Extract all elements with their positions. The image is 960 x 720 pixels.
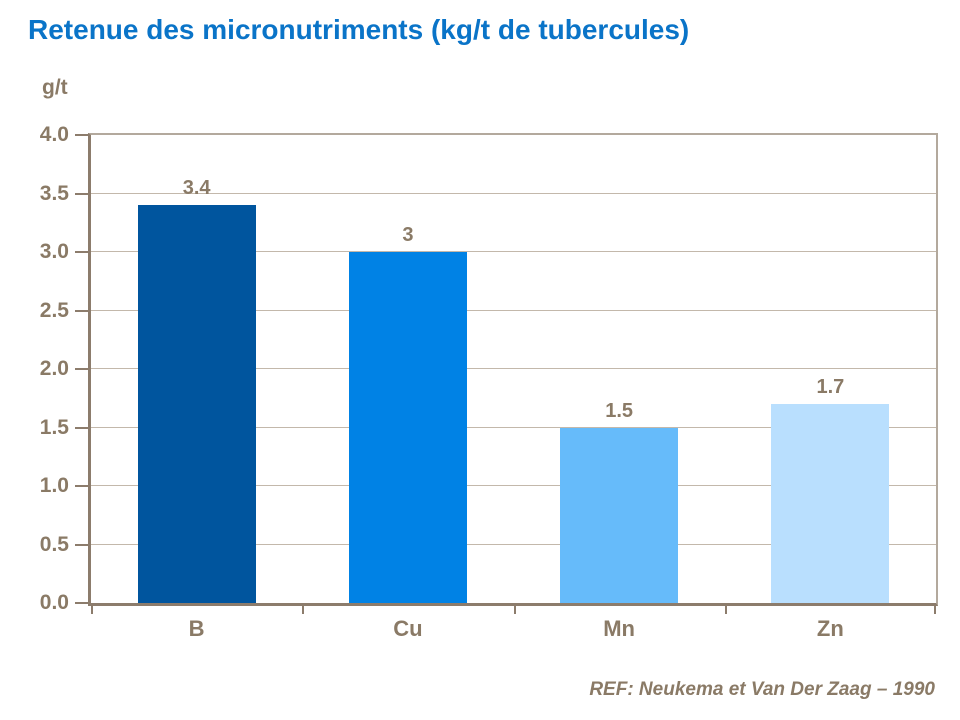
y-tick-label: 3.5 (39, 181, 69, 205)
gridline (91, 368, 936, 369)
y-axis-tick (75, 426, 88, 429)
bar-value-label: 1.7 (816, 376, 845, 399)
bar-B (137, 205, 256, 603)
chart-title: Retenue des micronutriments (kg/t de tub… (28, 14, 690, 45)
y-tick-label: 1.5 (39, 415, 69, 439)
bar-Zn (771, 404, 890, 603)
x-category-label: Cu (393, 616, 423, 641)
gridline (91, 309, 936, 311)
x-axis-tick (513, 603, 516, 614)
bar-Cu (348, 252, 467, 603)
y-axis-tick (75, 368, 88, 370)
x-category-label: B (188, 616, 205, 641)
gridline (91, 543, 936, 545)
y-tick-label: 1.0 (39, 474, 69, 497)
reference-text: REF: Neukema et Van Der Zaag – 1990 (589, 679, 935, 700)
y-axis-tick (75, 251, 88, 253)
x-category-label: Zn (816, 616, 844, 641)
gridline (91, 485, 936, 486)
x-axis-tick (724, 603, 727, 614)
gridline (91, 251, 936, 252)
gridline (91, 192, 936, 194)
y-axis-tick (75, 134, 88, 136)
y-tick-label: 4.0 (39, 123, 69, 146)
y-axis-tick (75, 602, 88, 604)
x-axis-tick (91, 603, 93, 614)
bar-value-label: 3.4 (182, 177, 211, 200)
y-axis-tick (75, 485, 88, 487)
x-axis-tick (302, 603, 305, 614)
y-tick-label: 3.0 (39, 240, 69, 263)
y-tick-label: 0.0 (39, 591, 69, 614)
y-tick-label: 2.0 (39, 357, 69, 380)
y-axis-tick (75, 309, 88, 312)
y-tick-label: 0.5 (39, 532, 69, 556)
bar-Mn (560, 427, 679, 603)
bar-value-label: 1.5 (605, 399, 634, 422)
y-axis-unit-label: g/t (42, 76, 68, 99)
y-tick-label: 2.5 (39, 298, 69, 322)
bar-value-label: 3 (402, 224, 414, 246)
x-axis-tick (934, 603, 936, 614)
gridline (91, 426, 936, 428)
plot-area: 4.0 3.5 3.0 2.5 2.0 1.5 1.0 0.5 0.0 3.4 B 3 Cu 1.5 Mn 1… (40, 123, 938, 641)
y-axis-tick (75, 543, 88, 546)
x-category-label: Mn (603, 616, 635, 641)
y-axis-tick (75, 192, 88, 195)
